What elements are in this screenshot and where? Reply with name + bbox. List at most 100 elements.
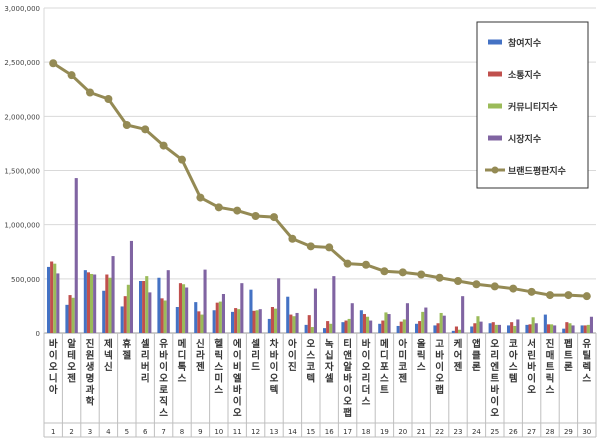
rank-label: 14 [288, 428, 297, 436]
bar [381, 320, 385, 333]
line-point [196, 193, 205, 202]
bar [568, 323, 572, 333]
legend-swatch [488, 39, 502, 45]
bar [252, 310, 256, 333]
bar [580, 325, 584, 333]
bar [102, 290, 106, 333]
line-point [233, 206, 242, 215]
line-point [251, 212, 260, 220]
bar [123, 296, 127, 333]
rank-label: 5 [125, 428, 129, 436]
rank-label: 30 [582, 428, 591, 436]
bar [200, 314, 204, 333]
bar [436, 323, 440, 333]
bar [491, 322, 495, 333]
bar [451, 330, 455, 333]
bar [166, 270, 170, 333]
bar [415, 323, 419, 333]
rank-label: 19 [380, 428, 389, 436]
bar [458, 329, 462, 333]
bar [479, 321, 483, 333]
bar [145, 276, 149, 333]
bar [274, 308, 278, 333]
bar [344, 320, 348, 333]
bar [586, 324, 590, 333]
line-point [270, 213, 278, 222]
bar [553, 325, 557, 333]
line-point [398, 268, 407, 277]
bar [476, 316, 480, 333]
y-tick-label: 3,000,000 [4, 5, 40, 13]
rank-label: 3 [88, 428, 92, 436]
bar [142, 281, 146, 333]
bar [350, 303, 354, 333]
bar [341, 322, 345, 333]
line-point [214, 203, 223, 212]
line-point [380, 267, 389, 276]
bar [160, 298, 164, 333]
bar [565, 322, 569, 333]
rank-label: 20 [398, 428, 407, 436]
rank-label: 18 [362, 428, 371, 436]
bar [65, 304, 69, 333]
bar [148, 292, 152, 333]
rank-label: 28 [546, 428, 555, 436]
bar [129, 240, 133, 333]
bar [571, 325, 575, 333]
bar [108, 277, 112, 333]
bar [461, 296, 465, 333]
line-point [343, 259, 352, 268]
bar [56, 273, 60, 333]
bar [550, 324, 554, 333]
line-point [582, 292, 591, 301]
line-point [417, 270, 426, 279]
bar [543, 314, 547, 333]
line-point [362, 260, 370, 269]
line-point [178, 155, 186, 164]
line-point [509, 284, 518, 293]
bars [47, 178, 593, 333]
bar [531, 317, 535, 333]
rank-label: 17 [343, 428, 352, 436]
bar [424, 307, 428, 333]
legend-label: 커뮤니티지수 [508, 101, 558, 113]
rank-label: 2 [69, 428, 73, 436]
line-point [159, 141, 168, 150]
bar [83, 270, 87, 333]
rank-label: 7 [161, 428, 165, 436]
rank-label: 4 [106, 428, 111, 436]
bar [50, 261, 54, 333]
bar [163, 300, 167, 333]
rank-label: 8 [180, 428, 184, 436]
bar [71, 297, 75, 333]
bar [329, 323, 333, 333]
bar [347, 318, 351, 333]
bar [258, 309, 262, 333]
bar [68, 295, 72, 333]
line-point [67, 71, 76, 80]
bar [197, 311, 201, 333]
bar [589, 316, 593, 333]
rank-label: 22 [435, 428, 444, 436]
bar [234, 308, 238, 333]
bar [473, 323, 477, 333]
bar [488, 323, 492, 333]
y-tick-label: 500,000 [11, 276, 40, 284]
rank-label: 29 [564, 428, 573, 436]
bar [218, 301, 222, 333]
legend-swatch-marker [491, 166, 499, 174]
rank-label: 21 [417, 428, 426, 436]
